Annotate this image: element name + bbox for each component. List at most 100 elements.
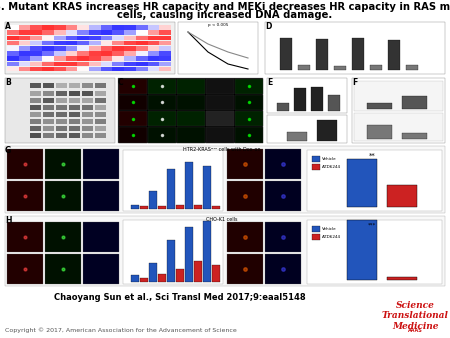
Bar [43, 83, 54, 88]
Bar [56, 133, 67, 138]
Bar [118, 95, 147, 110]
Bar [31, 30, 42, 35]
Bar [124, 56, 136, 61]
Bar [42, 25, 54, 30]
Bar [101, 35, 112, 40]
Bar [43, 105, 54, 110]
Text: Chaoyang Sun et al., Sci Transl Med 2017;9:eaal5148: Chaoyang Sun et al., Sci Transl Med 2017… [54, 293, 306, 303]
Text: CHO-K1 cells: CHO-K1 cells [206, 217, 238, 222]
Bar [149, 191, 157, 209]
Bar [158, 273, 166, 282]
Bar [123, 220, 223, 284]
Bar [159, 62, 171, 66]
Bar [77, 62, 89, 66]
Bar [101, 56, 112, 61]
Bar [19, 41, 31, 45]
Bar [112, 30, 124, 35]
Bar [31, 35, 42, 40]
Bar [89, 35, 101, 40]
Bar [66, 41, 77, 45]
Bar [185, 162, 193, 209]
Bar [42, 51, 54, 56]
Bar [265, 22, 445, 74]
Bar [131, 204, 139, 209]
Text: AZD6244: AZD6244 [322, 235, 341, 239]
Text: Copyright © 2017, American Association for the Advancement of Science: Copyright © 2017, American Association f… [5, 327, 237, 333]
Bar [234, 95, 262, 110]
Bar [54, 30, 66, 35]
Bar [124, 30, 136, 35]
Bar [42, 56, 54, 61]
Bar [148, 62, 159, 66]
Bar [227, 222, 263, 252]
Bar [148, 78, 176, 94]
Bar [82, 98, 93, 103]
Bar [112, 51, 124, 56]
Bar [312, 226, 320, 232]
Bar [354, 81, 443, 111]
Bar [43, 119, 54, 124]
Bar [354, 113, 443, 141]
Bar [7, 67, 19, 71]
Bar [56, 83, 67, 88]
Bar [82, 133, 93, 138]
Bar [19, 56, 31, 61]
Bar [194, 206, 202, 209]
Bar [307, 220, 442, 284]
Bar [140, 278, 148, 282]
Bar [42, 35, 54, 40]
Bar [82, 112, 93, 117]
Bar [203, 166, 211, 209]
Bar [124, 62, 136, 66]
Bar [69, 126, 80, 131]
Bar [101, 30, 112, 35]
Bar [95, 119, 106, 124]
Bar [89, 41, 101, 45]
Bar [89, 51, 101, 56]
Bar [101, 46, 112, 51]
Bar [159, 35, 171, 40]
Bar [124, 67, 136, 71]
Bar [95, 83, 106, 88]
Bar [136, 41, 148, 45]
Bar [7, 181, 43, 211]
Bar [45, 181, 81, 211]
Bar [101, 41, 112, 45]
Bar [159, 67, 171, 71]
Bar [287, 132, 307, 141]
Bar [69, 119, 80, 124]
Bar [56, 105, 67, 110]
Bar [136, 46, 148, 51]
Bar [69, 112, 80, 117]
Text: E: E [267, 78, 272, 87]
Bar [45, 222, 81, 252]
Bar [267, 78, 347, 113]
Bar [212, 206, 220, 209]
Bar [148, 111, 176, 126]
Bar [30, 83, 41, 88]
Bar [101, 62, 112, 66]
Bar [131, 275, 139, 282]
Bar [82, 105, 93, 110]
Text: Vehicle: Vehicle [322, 157, 337, 161]
Bar [112, 35, 124, 40]
Bar [176, 95, 204, 110]
Bar [352, 78, 445, 143]
Bar [136, 67, 148, 71]
Bar [112, 46, 124, 51]
Text: G: G [5, 146, 11, 155]
Text: **: ** [369, 153, 375, 159]
Bar [31, 51, 42, 56]
Bar [30, 119, 41, 124]
Text: Vehicle: Vehicle [322, 227, 337, 231]
Bar [124, 46, 136, 51]
Text: Fig. 5. Mutant KRAS increases HR capacity and MEKi decreases HR capacity in RAS : Fig. 5. Mutant KRAS increases HR capacit… [0, 2, 450, 12]
Bar [43, 133, 54, 138]
Bar [136, 56, 148, 61]
Bar [112, 25, 124, 30]
Bar [265, 222, 301, 252]
Bar [149, 263, 157, 282]
Bar [69, 98, 80, 103]
Bar [45, 149, 81, 179]
Bar [83, 149, 119, 179]
